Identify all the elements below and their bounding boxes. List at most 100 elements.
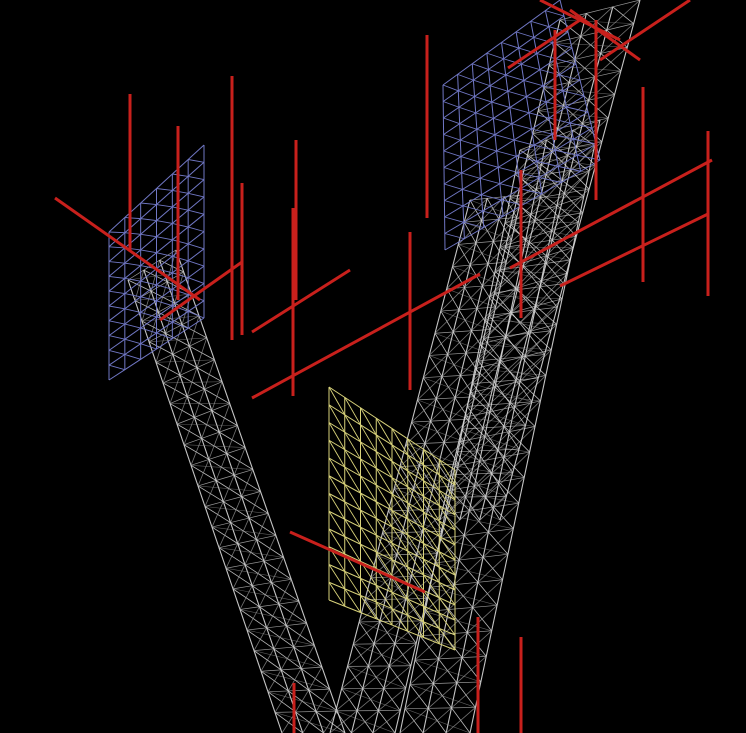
panel-diagonal (344, 518, 361, 545)
truss-lacing (429, 559, 460, 588)
truss-strut (414, 658, 439, 661)
truss-lacing (499, 243, 530, 271)
truss-strut (190, 459, 209, 466)
truss-cross-brace (246, 629, 315, 646)
truss-lacing (197, 459, 210, 487)
truss-strut (201, 431, 220, 439)
truss-lacing (532, 105, 564, 134)
truss-strut (476, 306, 496, 309)
truss-lacing (244, 539, 257, 565)
truss-strut (223, 496, 242, 502)
truss-lacing (393, 465, 420, 490)
panel-diagonal (534, 144, 556, 151)
panel-diagonal (124, 217, 141, 220)
panel-diagonal (476, 128, 496, 136)
truss-lacing (458, 531, 489, 561)
truss-lacing (463, 198, 488, 223)
truss-strut (461, 427, 483, 430)
panel-diagonal (443, 167, 462, 174)
truss-strut (271, 578, 292, 583)
truss-lacing (499, 213, 532, 248)
red-member (289, 530, 426, 594)
panel-diagonal (124, 323, 141, 329)
truss-strut (489, 312, 512, 316)
truss-lacing (172, 324, 183, 355)
truss-lacing (372, 710, 401, 733)
truss-strut (532, 128, 558, 134)
truss-lacing (278, 579, 292, 605)
panel-diagonal (156, 252, 173, 257)
panel-diagonal (443, 150, 462, 157)
panel-diagonal (457, 73, 474, 81)
panel-diagonal (375, 585, 393, 609)
truss-strut (204, 501, 224, 507)
panel-diagonal (407, 550, 424, 575)
panel-diagonal (474, 96, 492, 103)
truss-lacing (483, 312, 512, 339)
panel-diagonal (156, 316, 173, 323)
truss-cross-brace (183, 444, 246, 448)
truss-lacing (451, 681, 482, 709)
truss-strut (447, 352, 467, 355)
panel-diagonal (501, 199, 523, 206)
truss-lacing (358, 599, 386, 623)
panel-diagonal (443, 134, 461, 141)
truss-lacing (503, 401, 533, 427)
truss-strut (494, 289, 518, 294)
truss-strut (484, 312, 511, 321)
truss-lacing (186, 367, 198, 397)
truss-cross-brace (440, 310, 491, 330)
truss-lacing (263, 535, 277, 562)
truss-lacing (256, 513, 269, 540)
truss-cross-brace (335, 710, 396, 733)
panel-diagonal (328, 386, 346, 416)
panel-diagonal (459, 123, 477, 130)
truss-strut (527, 330, 551, 334)
truss-cross-brace (253, 650, 323, 668)
truss-lacing (474, 456, 505, 487)
panel-diagonal (391, 493, 409, 520)
truss-strut (478, 358, 501, 362)
truss-strut (197, 480, 217, 487)
truss-lacing (460, 351, 486, 376)
truss-strut (273, 646, 294, 650)
panel-diagonal (124, 232, 141, 235)
panel-diagonal (423, 511, 440, 537)
truss-strut (148, 332, 166, 343)
truss-cross-brace (260, 670, 330, 690)
panel-diagonal (521, 63, 541, 71)
truss-strut (514, 400, 541, 407)
panel-diagonal (442, 84, 459, 92)
truss-cross-brace (434, 562, 503, 581)
truss-lacing (196, 337, 208, 368)
truss-lacing (232, 564, 246, 590)
truss-lacing (194, 389, 205, 418)
truss-strut (430, 419, 450, 422)
panel-diagonal (140, 249, 157, 254)
panel-diagonal (140, 202, 157, 205)
truss-lacing (509, 400, 541, 432)
panel-diagonal (548, 117, 571, 124)
truss-cross-brace (417, 399, 470, 420)
panel-diagonal (444, 233, 465, 240)
panel-diagonal (460, 139, 479, 147)
truss-strut (187, 388, 205, 397)
truss-strut (546, 169, 571, 175)
panel-diagonal (375, 601, 393, 626)
panel-diagonal (375, 468, 393, 495)
truss-strut (204, 381, 223, 390)
panel-diagonal (360, 509, 377, 536)
truss-lacing (383, 665, 412, 689)
panel-diagonal (344, 571, 361, 596)
truss-strut (483, 335, 506, 339)
truss-strut (226, 447, 246, 454)
panel-diagonal (475, 112, 494, 119)
panel-diagonal (328, 404, 346, 433)
truss-strut (472, 381, 495, 384)
truss-strut (481, 218, 499, 221)
panel-diagonal (108, 335, 125, 340)
truss-lacing (427, 682, 458, 709)
panel-diagonal (188, 209, 205, 215)
truss-lacing (329, 710, 358, 733)
